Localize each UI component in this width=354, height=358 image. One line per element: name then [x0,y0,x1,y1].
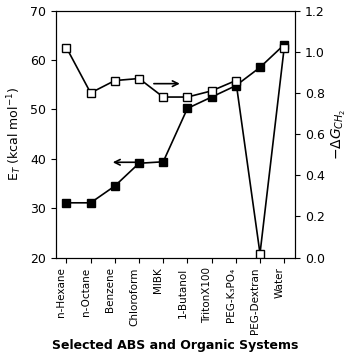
Y-axis label: E$_T$ (kcal mol$^{-1}$): E$_T$ (kcal mol$^{-1}$) [6,87,24,181]
X-axis label: Selected ABS and Organic Systems: Selected ABS and Organic Systems [52,339,298,352]
Y-axis label: $-\Delta G_{CH_2}$: $-\Delta G_{CH_2}$ [330,108,348,160]
